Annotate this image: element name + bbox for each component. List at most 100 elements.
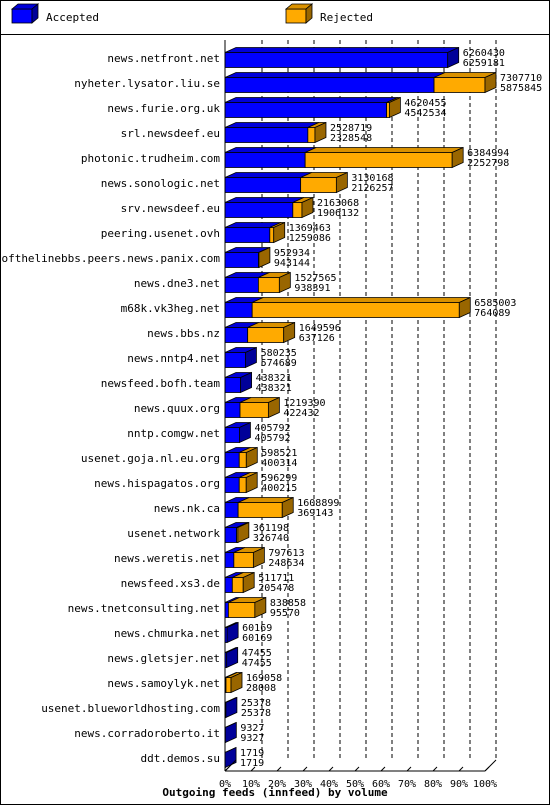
accepted-value-label: 438321: [256, 383, 292, 394]
bar-rejected-front: [433, 77, 486, 93]
bar-group: [224, 446, 258, 469]
bar-group: [224, 596, 267, 619]
legend-item-rejected: Rejected: [284, 3, 373, 24]
bar-accepted-top: [224, 197, 304, 203]
bar-group: [224, 96, 401, 119]
accepted-value-label: 943144: [274, 258, 310, 269]
bar-rejected-side: [258, 246, 271, 269]
bar-group: [224, 321, 296, 344]
bar-rejected-side: [283, 321, 296, 344]
offered-value-label: 596299: [261, 473, 297, 484]
bar-accepted-front: [224, 527, 238, 543]
accepted-value-label: 574689: [261, 358, 297, 369]
bar-accepted-front: [224, 477, 240, 493]
bar-rejected-front: [238, 452, 247, 468]
offered-value-label: 6585003: [474, 298, 516, 309]
accepted-value-label: 2328548: [330, 133, 372, 144]
accepted-value-label: 205478: [258, 583, 294, 594]
bar-accepted-front: [224, 327, 249, 343]
bar-rejected-side: [267, 396, 280, 419]
accepted-value-label: 60169: [242, 633, 272, 644]
x-tick-label: 80%: [424, 779, 442, 790]
x-tick: [276, 766, 282, 772]
legend-swatch-side: [305, 3, 313, 24]
accepted-value-label: 6259181: [463, 58, 505, 69]
offered-value-label: 1219390: [283, 398, 325, 409]
category-label: srl.newsdeef.eu: [121, 127, 220, 140]
bar-rejected-front: [304, 152, 453, 168]
bar-accepted-top: [224, 122, 320, 128]
x-tick-label: 0%: [219, 779, 231, 790]
x-tick: [250, 766, 256, 772]
bar-rejected-side: [335, 171, 348, 194]
category-label: news.nk.ca: [154, 502, 220, 515]
category-label: news.netfront.net: [107, 52, 220, 65]
bar-accepted-front: [224, 252, 259, 268]
offered-value-label: 1649596: [299, 323, 341, 334]
x-tick: [406, 766, 412, 772]
bar-group: [224, 196, 314, 219]
bar-accepted-top: [224, 147, 317, 153]
bar-accepted-front: [224, 577, 233, 593]
accepted-value-label: 2126257: [351, 183, 393, 194]
bar-accepted-front: [224, 602, 229, 618]
bar-accepted-front: [224, 177, 302, 193]
accepted-value-label: 637126: [299, 333, 335, 344]
accepted-value-label: 422432: [283, 408, 319, 419]
category-label: news.bbs.nz: [147, 327, 220, 340]
offered-value-label: 361198: [253, 523, 289, 534]
bar-group: [224, 221, 286, 244]
category-label: news.corradoroberto.it: [74, 727, 220, 740]
bar-accepted-front: [224, 202, 294, 218]
offered-value-label: 405792: [254, 423, 290, 434]
accepted-value-label: 248634: [268, 558, 304, 569]
bar-accepted-front: [224, 427, 240, 443]
category-label: usenet.blueworldhosting.com: [41, 702, 220, 715]
bar-accepted-side: [447, 46, 460, 69]
bar-rejected-side: [278, 271, 291, 294]
bar-accepted-front: [224, 452, 240, 468]
offered-value-label: 2163068: [317, 198, 359, 209]
category-label: peering.usenet.ovh: [101, 227, 220, 240]
bar-accepted-front: [224, 52, 449, 68]
category-label: news.gletsjer.net: [107, 652, 220, 665]
bar-rejected-side: [245, 446, 258, 469]
accepted-value-label: 5875845: [500, 83, 542, 94]
bar-accepted-top: [224, 97, 398, 103]
offered-value-label: 6260430: [463, 48, 505, 59]
bar-accepted-side: [240, 371, 252, 394]
bar-accepted-side: [226, 621, 239, 644]
bar-accepted-front: [224, 352, 246, 368]
offered-value-label: 9327: [240, 723, 264, 734]
bar-group: [224, 246, 271, 269]
category-label: newsfeed.xs3.de: [121, 577, 220, 590]
accepted-value-label: 4542534: [404, 108, 446, 119]
category-label: news.furie.org.uk: [107, 102, 220, 115]
bars: [224, 46, 497, 769]
bar-rejected-side: [252, 546, 265, 569]
offered-value-label: 511711: [258, 573, 294, 584]
bar-rejected-side: [242, 571, 255, 594]
accepted-value-label: 1259086: [289, 233, 331, 244]
offered-value-label: 60169: [242, 623, 272, 634]
category-label: endofthelinebbs.peers.news.panix.com: [0, 252, 220, 265]
offered-value-label: 25378: [241, 698, 271, 709]
bar-group: [224, 271, 291, 294]
bar-group: [224, 471, 258, 494]
bar-rejected-front: [233, 552, 254, 568]
bar-rejected-top: [304, 147, 464, 153]
bar-group: [224, 146, 464, 169]
x-tick-label: 20%: [268, 779, 286, 790]
accepted-value-label: 938391: [294, 283, 330, 294]
bar-group: [224, 171, 348, 194]
offered-value-label: 169058: [246, 673, 282, 684]
x-tick-label: 40%: [320, 779, 338, 790]
x-tick: [328, 766, 334, 772]
bar-rejected-front: [251, 302, 460, 318]
x-axis: 0% 10% 20% 30% 40% 50% 60% 70% 80% 90% 100%: [219, 40, 497, 790]
bar-rejected-side: [301, 196, 314, 219]
offered-value-label: 598521: [261, 448, 297, 459]
x-tick-label: 100%: [473, 779, 497, 790]
